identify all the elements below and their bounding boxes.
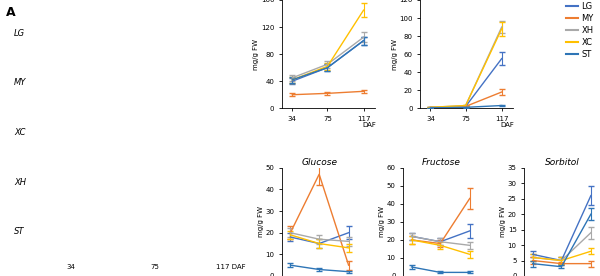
Y-axis label: mg/g FW: mg/g FW (500, 206, 506, 237)
Text: MY: MY (14, 78, 26, 87)
Y-axis label: mg/g FW: mg/g FW (379, 206, 385, 237)
Text: LG: LG (14, 29, 25, 38)
Title: Sorbitol: Sorbitol (545, 158, 580, 167)
Y-axis label: mg/g FW: mg/g FW (253, 39, 259, 70)
Title: Glucose: Glucose (302, 158, 338, 167)
Text: 34: 34 (66, 264, 75, 270)
Legend: LG, MY, XH, XC, ST: LG, MY, XH, XC, ST (562, 0, 597, 62)
Y-axis label: mg/g FW: mg/g FW (258, 206, 264, 237)
Text: XH: XH (14, 178, 26, 187)
Text: 75: 75 (151, 264, 160, 270)
Title: Fructose: Fructose (422, 158, 460, 167)
Text: A: A (5, 6, 15, 18)
Y-axis label: mg/g FW: mg/g FW (392, 39, 398, 70)
Text: DAF: DAF (501, 122, 515, 128)
Text: XC: XC (14, 128, 26, 137)
Text: ST: ST (14, 227, 25, 236)
Text: 117 DAF: 117 DAF (217, 264, 246, 270)
Text: DAF: DAF (362, 122, 377, 128)
